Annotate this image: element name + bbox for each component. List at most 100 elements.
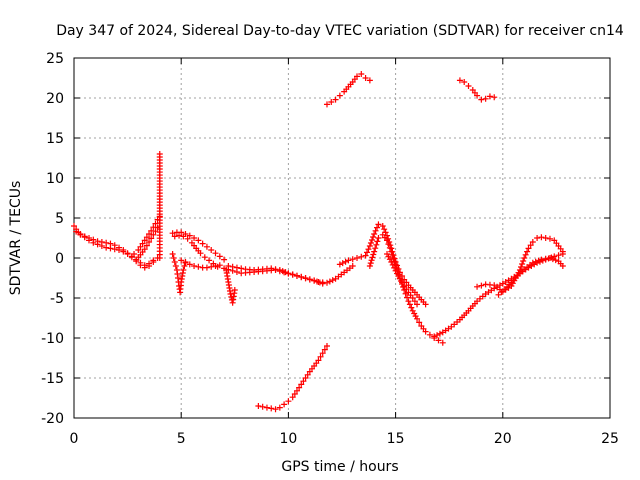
data-point <box>212 250 219 257</box>
data-point <box>289 271 296 278</box>
data-point <box>495 291 502 298</box>
series-track-high-19h <box>456 77 498 103</box>
y-tick-label: 5 <box>55 211 64 227</box>
data-point <box>263 404 270 411</box>
data-point <box>313 278 320 285</box>
data-point <box>426 331 433 338</box>
data-point <box>402 290 409 297</box>
data-point <box>549 256 556 263</box>
y-tick-label: 20 <box>46 91 64 107</box>
data-point <box>435 337 442 344</box>
data-point <box>388 248 395 255</box>
data-point <box>289 394 296 401</box>
data-point <box>465 83 472 89</box>
y-tick-label: 0 <box>55 251 64 267</box>
x-axis-label: GPS time / hours <box>281 459 398 475</box>
data-point <box>148 235 155 242</box>
y-tick-label: -5 <box>50 291 64 307</box>
data-point <box>323 343 330 349</box>
data-point <box>336 92 343 99</box>
data-point <box>396 275 403 282</box>
data-point <box>128 254 135 261</box>
series-track-15h-17h-b <box>384 251 421 308</box>
data-point <box>298 273 305 280</box>
data-point <box>221 256 228 263</box>
data-point <box>268 405 275 412</box>
y-tick-label: -20 <box>41 411 64 427</box>
data-point <box>367 240 374 246</box>
data-point <box>302 375 309 381</box>
data-point <box>212 263 219 269</box>
data-point <box>532 258 539 265</box>
grid-lines <box>74 58 610 418</box>
x-tick-labels: 0 5 10 15 20 25 <box>70 431 619 447</box>
x-tick-label: 0 <box>70 431 79 447</box>
data-point <box>399 279 406 286</box>
data-point <box>373 241 380 248</box>
chart-title: Day 347 of 2024, Sidereal Day-to-day VTE… <box>56 23 624 39</box>
data-point <box>400 284 407 290</box>
data-point <box>354 255 361 261</box>
data-point <box>374 238 381 245</box>
data-point <box>349 256 356 263</box>
data-point <box>416 319 423 326</box>
data-point <box>518 264 525 270</box>
y-tick-labels: -20 -15 -10 -5 0 5 10 15 20 25 <box>41 51 64 427</box>
data-point <box>379 223 386 229</box>
x-tick-label: 10 <box>279 431 297 447</box>
data-point <box>191 235 198 241</box>
data-point <box>172 263 179 269</box>
data-point <box>349 263 356 269</box>
data-point <box>315 357 322 364</box>
data-point <box>386 244 393 251</box>
data-point <box>326 278 333 285</box>
data-point <box>552 257 559 264</box>
data-point <box>542 255 549 262</box>
data-point <box>368 257 375 264</box>
data-point <box>279 268 286 275</box>
data-point <box>169 251 176 257</box>
data-point <box>474 92 481 99</box>
data-point <box>180 267 187 273</box>
data-point <box>329 277 336 284</box>
data-point <box>525 245 532 252</box>
data-point <box>521 255 528 261</box>
y-tick-label: -10 <box>41 331 64 347</box>
data-point <box>372 245 379 252</box>
data-point <box>120 247 127 253</box>
data-point <box>216 262 223 269</box>
plot-frame <box>73 57 611 419</box>
series-track-20h-23h-b <box>495 255 566 298</box>
data-point <box>293 387 300 394</box>
data-point <box>231 287 238 293</box>
data-point <box>90 236 97 243</box>
data-point <box>522 251 529 258</box>
data-point <box>486 93 493 100</box>
data-point <box>406 301 413 308</box>
data-point <box>317 353 324 360</box>
data-point <box>103 239 110 246</box>
data-point <box>146 239 153 245</box>
data-point <box>519 261 526 267</box>
data-point <box>401 283 408 289</box>
data-point <box>238 265 245 272</box>
data-point <box>366 263 373 269</box>
series-track-7h-12h-b <box>225 263 326 287</box>
data-point <box>374 224 381 231</box>
data-point <box>384 237 391 244</box>
data-point <box>135 247 142 253</box>
data-point <box>369 237 376 243</box>
data-point <box>141 246 148 253</box>
data-point <box>535 257 542 264</box>
data-point <box>169 230 176 237</box>
data-point <box>461 79 468 85</box>
data-point <box>439 339 446 346</box>
data-point <box>370 251 377 258</box>
data-point <box>364 249 371 256</box>
data-point <box>319 350 326 357</box>
data-point <box>456 77 463 84</box>
data-point <box>293 272 300 279</box>
x-tick-label: 5 <box>177 431 186 447</box>
data-point <box>339 260 346 267</box>
